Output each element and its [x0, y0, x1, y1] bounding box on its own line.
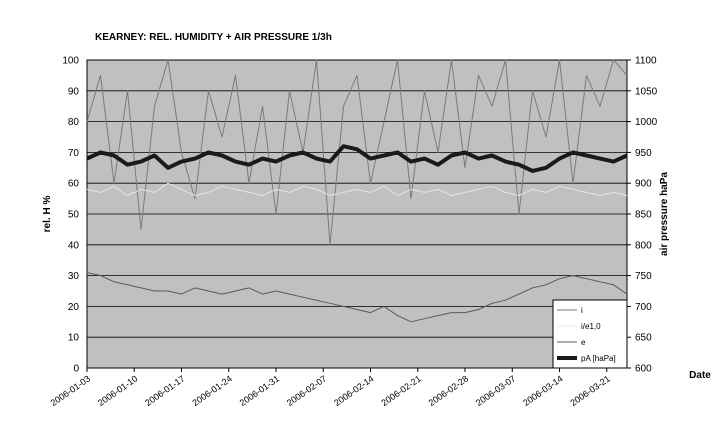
y-tick-label: 0 — [73, 364, 79, 375]
x-tick-label: 2006-01-10 — [96, 373, 139, 408]
y2-tick-label: 1050 — [635, 86, 658, 97]
y-tick-label: 80 — [68, 117, 80, 128]
x-tick-label: 2006-01-03 — [49, 373, 92, 408]
x-tick-label: 2006-02-21 — [379, 373, 422, 408]
y-tick-label: 40 — [68, 240, 80, 251]
series-line — [86, 59, 628, 246]
y2-tick-label: 600 — [635, 364, 652, 375]
y2-axis-label: air pressure haPa — [659, 172, 670, 256]
legend-label: e — [581, 338, 586, 347]
x-tick-label: 2006-02-07 — [285, 373, 328, 408]
y2-tick-label: 1100 — [635, 56, 657, 67]
y-tick-label: 70 — [68, 148, 80, 159]
series-line — [86, 272, 628, 323]
x-tick-label: 2006-01-24 — [190, 373, 233, 408]
y-tick-label: 10 — [68, 333, 80, 344]
y2-tick-label: 850 — [635, 210, 652, 221]
y2-tick-label: 900 — [635, 179, 652, 190]
x-tick-label: 2006-03-07 — [474, 373, 517, 408]
y2-tick-label: 650 — [635, 333, 652, 344]
y-tick-label: 90 — [68, 86, 80, 97]
x-tick-label: 2006-03-14 — [521, 373, 564, 408]
y-tick-label: 30 — [68, 271, 80, 282]
chart-title: KEARNEY: REL. HUMIDITY + AIR PRESSURE 1/… — [95, 32, 332, 43]
x-axis-label: Date — [689, 370, 711, 381]
x-tick-label: 2006-03-21 — [568, 373, 611, 408]
y-tick-label: 60 — [68, 179, 80, 190]
y-tick-label: 100 — [62, 56, 79, 67]
x-tick-label: 2006-02-28 — [427, 373, 470, 408]
y2-tick-label: 1000 — [635, 117, 658, 128]
legend-label: i — [581, 306, 583, 315]
y2-tick-label: 750 — [635, 271, 652, 282]
y2-tick-label: 700 — [635, 302, 652, 313]
legend-label: pA [haPa] — [581, 354, 616, 363]
legend-label: i/e1,0 — [581, 322, 601, 331]
series-line — [86, 182, 628, 196]
y-tick-label: 20 — [68, 302, 80, 313]
x-tick-label: 2006-01-31 — [238, 373, 281, 408]
series-line — [86, 144, 628, 173]
y-tick-label: 50 — [68, 210, 80, 221]
x-tick-label: 2006-01-17 — [143, 373, 186, 408]
x-tick-label: 2006-02-14 — [332, 373, 375, 408]
y-axis-label: rel. H % — [42, 196, 53, 233]
y2-tick-label: 950 — [635, 148, 652, 159]
y2-tick-label: 800 — [635, 240, 652, 251]
